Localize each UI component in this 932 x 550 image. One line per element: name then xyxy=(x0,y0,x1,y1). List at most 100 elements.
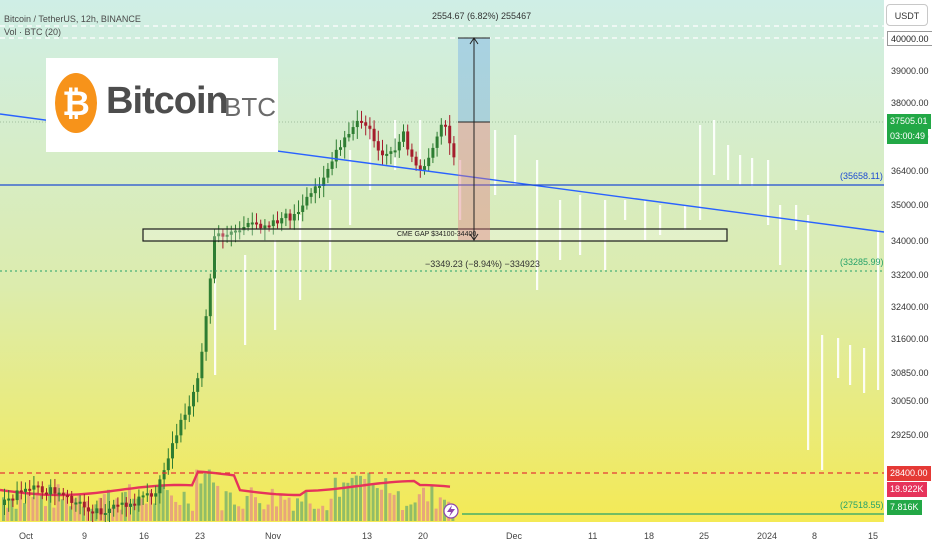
candle-body xyxy=(368,125,372,129)
candle-body xyxy=(444,124,447,127)
volume-bar xyxy=(35,492,39,521)
volume-bar xyxy=(270,488,274,521)
candle-body xyxy=(162,470,166,480)
candle-body xyxy=(150,493,153,497)
candle-body xyxy=(78,501,82,504)
volume-bar xyxy=(396,491,400,521)
candle-body xyxy=(171,443,174,459)
volume-bar xyxy=(60,499,64,521)
candle-body xyxy=(116,504,120,507)
candle-body xyxy=(112,504,116,509)
candle-body xyxy=(11,498,15,501)
time-tick-label: 23 xyxy=(195,531,206,541)
candle-body xyxy=(284,213,288,219)
candle-body xyxy=(322,177,326,186)
candle-body xyxy=(82,501,86,508)
candle-body xyxy=(418,165,422,170)
candle-body xyxy=(360,120,363,123)
volume-bar xyxy=(405,505,409,521)
projection-bar xyxy=(536,160,539,290)
volume-bar xyxy=(102,494,106,521)
candle-body xyxy=(217,233,221,237)
volume-bar xyxy=(401,510,404,521)
candle-body xyxy=(120,502,124,505)
projection-bar xyxy=(877,230,880,390)
volume-bar xyxy=(132,498,136,521)
volume-bar xyxy=(434,508,438,521)
volume-bar xyxy=(157,486,161,521)
volume-bar xyxy=(23,503,26,521)
candle-body xyxy=(238,230,242,233)
candle-body xyxy=(154,493,158,497)
volume-bar xyxy=(287,497,291,521)
candle-body xyxy=(3,499,6,505)
volume-bar xyxy=(136,498,140,521)
measure-arrow-down xyxy=(469,233,479,241)
price-tick-label: 31600.00 xyxy=(891,334,929,344)
volume-bar xyxy=(2,497,5,521)
volume-bar xyxy=(422,487,425,521)
volume-bar xyxy=(27,492,31,521)
volume-bar xyxy=(199,483,203,521)
time-tick-label: 20 xyxy=(418,531,429,541)
level-label-35658: (35658.11) xyxy=(840,171,883,181)
time-axis[interactable]: Oct 9 16 23 Nov 13 20 Dec 11 18 25 2024 8 15 xyxy=(0,522,932,550)
price-axis[interactable] xyxy=(884,0,932,522)
projection-bar xyxy=(419,120,422,160)
candle-body xyxy=(343,137,347,148)
currency-button[interactable]: USDT xyxy=(886,4,928,26)
volume-bar xyxy=(182,491,186,521)
volume-bar xyxy=(367,472,371,521)
volume-bar xyxy=(342,482,346,521)
projection-bar xyxy=(579,195,582,255)
candle-body xyxy=(19,490,23,493)
volume-indicator-label[interactable]: Vol · BTC (20) xyxy=(4,27,62,37)
projection-bar xyxy=(779,205,782,265)
logo-ticker: BTC xyxy=(224,92,276,122)
candle-body xyxy=(99,508,103,515)
volume-bar xyxy=(224,491,228,521)
candle-body xyxy=(179,419,183,436)
projection-bar xyxy=(863,348,866,393)
candle-body xyxy=(183,414,187,420)
candle-body xyxy=(158,479,162,494)
candle-body xyxy=(175,435,179,444)
volume-bar xyxy=(90,508,94,521)
volume-ma-tag: 7.816K xyxy=(887,500,922,515)
candle-body xyxy=(200,351,204,379)
volume-bar xyxy=(52,507,56,521)
volume-bar xyxy=(371,485,375,521)
candle-body xyxy=(305,196,309,206)
candle-body xyxy=(53,487,57,494)
projection-bar xyxy=(624,200,627,220)
candle-body xyxy=(372,128,376,142)
candle-body xyxy=(192,391,195,407)
projection-bar xyxy=(514,135,517,185)
candle-body xyxy=(381,150,384,156)
volume-bar xyxy=(212,482,215,521)
price-tick-label: 32400.00 xyxy=(891,302,929,312)
volume-bar xyxy=(249,487,253,521)
volume-bar xyxy=(111,507,115,521)
time-tick-label: 9 xyxy=(82,531,88,541)
volume-bar xyxy=(77,495,81,521)
candle-body xyxy=(70,495,74,503)
candle-body xyxy=(326,168,330,178)
volume-bar xyxy=(165,490,169,521)
volume-bar xyxy=(325,510,329,521)
volume-bar xyxy=(191,510,194,521)
projection-bar xyxy=(274,240,277,330)
projection-bar xyxy=(214,260,217,375)
volume-bar xyxy=(14,508,18,521)
volume-ma-line xyxy=(0,470,451,497)
candle-body xyxy=(36,485,40,488)
volume-bar xyxy=(321,505,325,521)
volume-bar xyxy=(304,490,308,521)
projection-bar xyxy=(807,215,810,450)
volume-bar xyxy=(338,496,341,521)
lightning-bolt-icon xyxy=(447,505,455,517)
time-tick-label: 8 xyxy=(812,531,818,541)
symbol-title[interactable]: Bitcoin / TetherUS, 12h, BINANCE xyxy=(4,14,141,24)
volume-bar xyxy=(186,503,190,521)
